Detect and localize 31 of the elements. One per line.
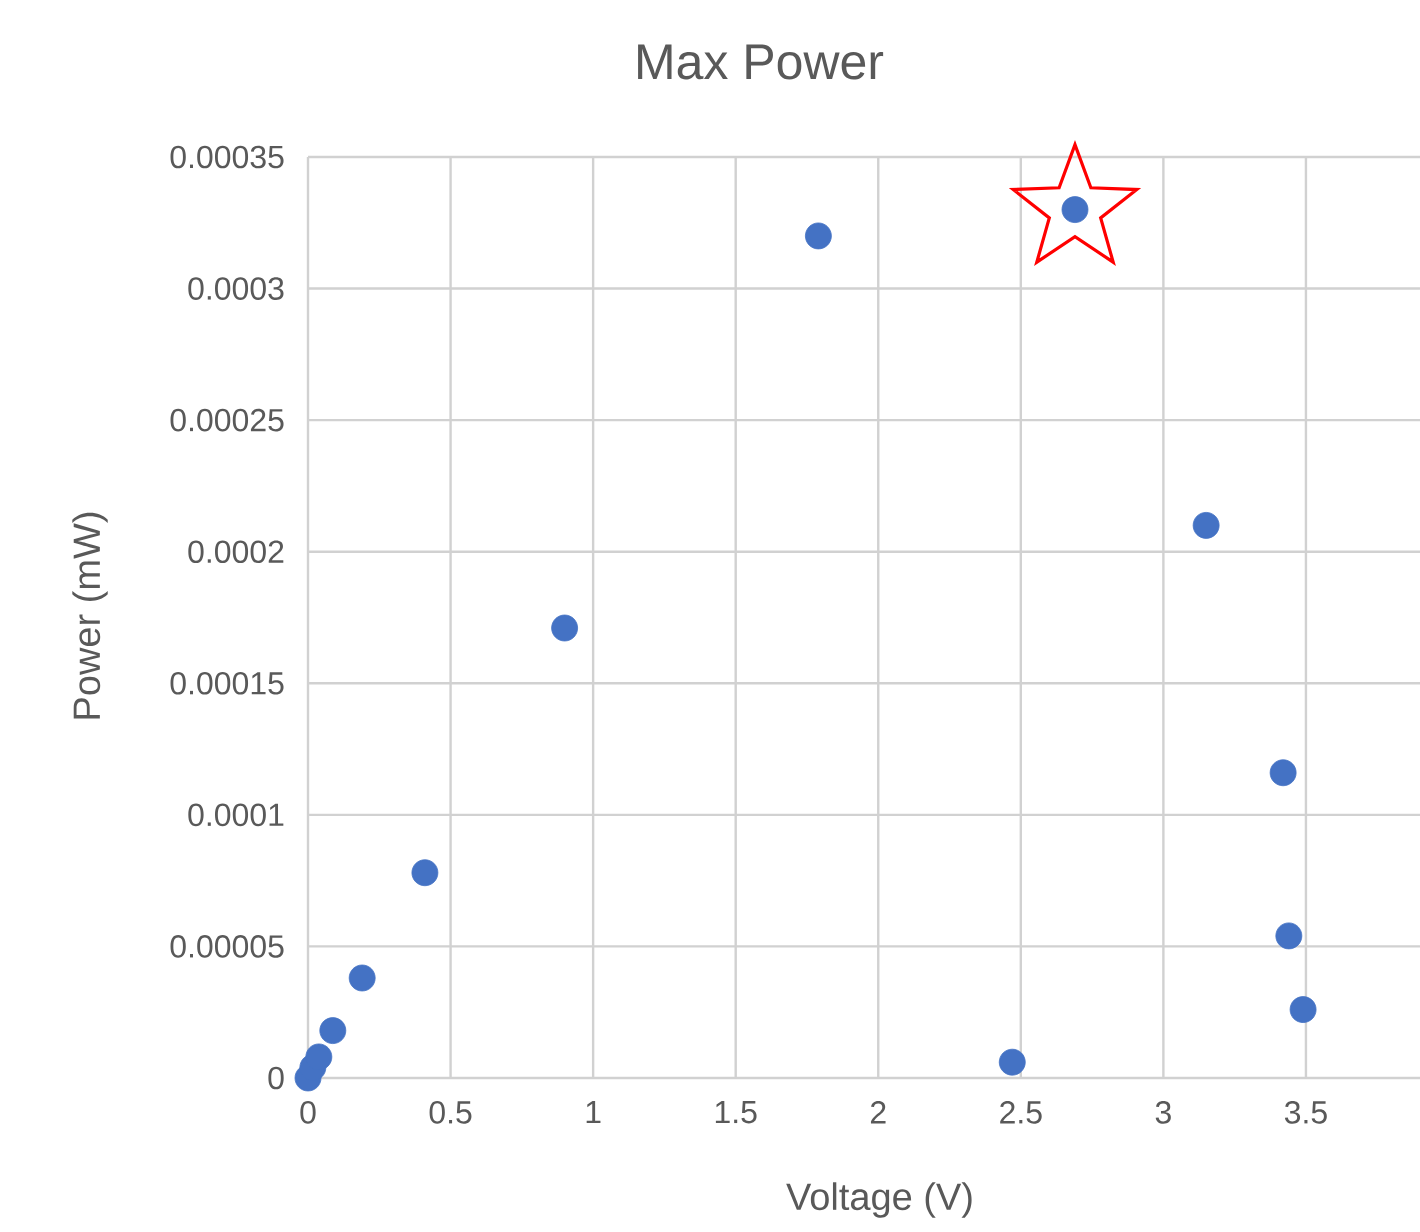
y-tick-label: 0.00035 <box>170 145 284 169</box>
x-tick-label: 2.5 <box>1000 1101 1042 1124</box>
x-tick-label: 2 <box>870 1101 886 1124</box>
point <box>998 1048 1026 1076</box>
point <box>1275 922 1303 950</box>
chart-title: Max Power <box>638 44 884 80</box>
x-tick-label: 1.5 <box>715 1101 757 1124</box>
y-tick-label: 0.00025 <box>170 408 284 432</box>
x-tick-label: 1 <box>586 1101 601 1124</box>
point <box>804 222 832 250</box>
x-tick-label: 0 <box>300 1101 316 1124</box>
point <box>411 859 439 887</box>
point <box>305 1043 333 1071</box>
y-tick-label: 0.0001 <box>188 803 284 827</box>
y-tick-label: 0.0003 <box>188 277 284 300</box>
point <box>319 1017 347 1045</box>
y-tick-label: 0.00005 <box>170 935 284 958</box>
x-tick-label: 3 <box>1155 1101 1171 1124</box>
y-axis-title: Power (mW) <box>72 512 108 719</box>
point <box>551 614 579 642</box>
y-tick-label: 0.00015 <box>170 671 284 695</box>
x-axis-title: Voltage (V) <box>786 1182 972 1218</box>
point <box>1192 511 1220 539</box>
y-tick-label: 0 <box>268 1066 284 1090</box>
x-tick-label: 0.5 <box>429 1101 472 1124</box>
point <box>1289 996 1317 1023</box>
y-tick-label: 0.0002 <box>188 540 284 564</box>
point <box>1269 759 1297 787</box>
x-tick-label: 3.5 <box>1284 1101 1327 1124</box>
point <box>348 964 376 992</box>
point <box>1061 196 1089 224</box>
